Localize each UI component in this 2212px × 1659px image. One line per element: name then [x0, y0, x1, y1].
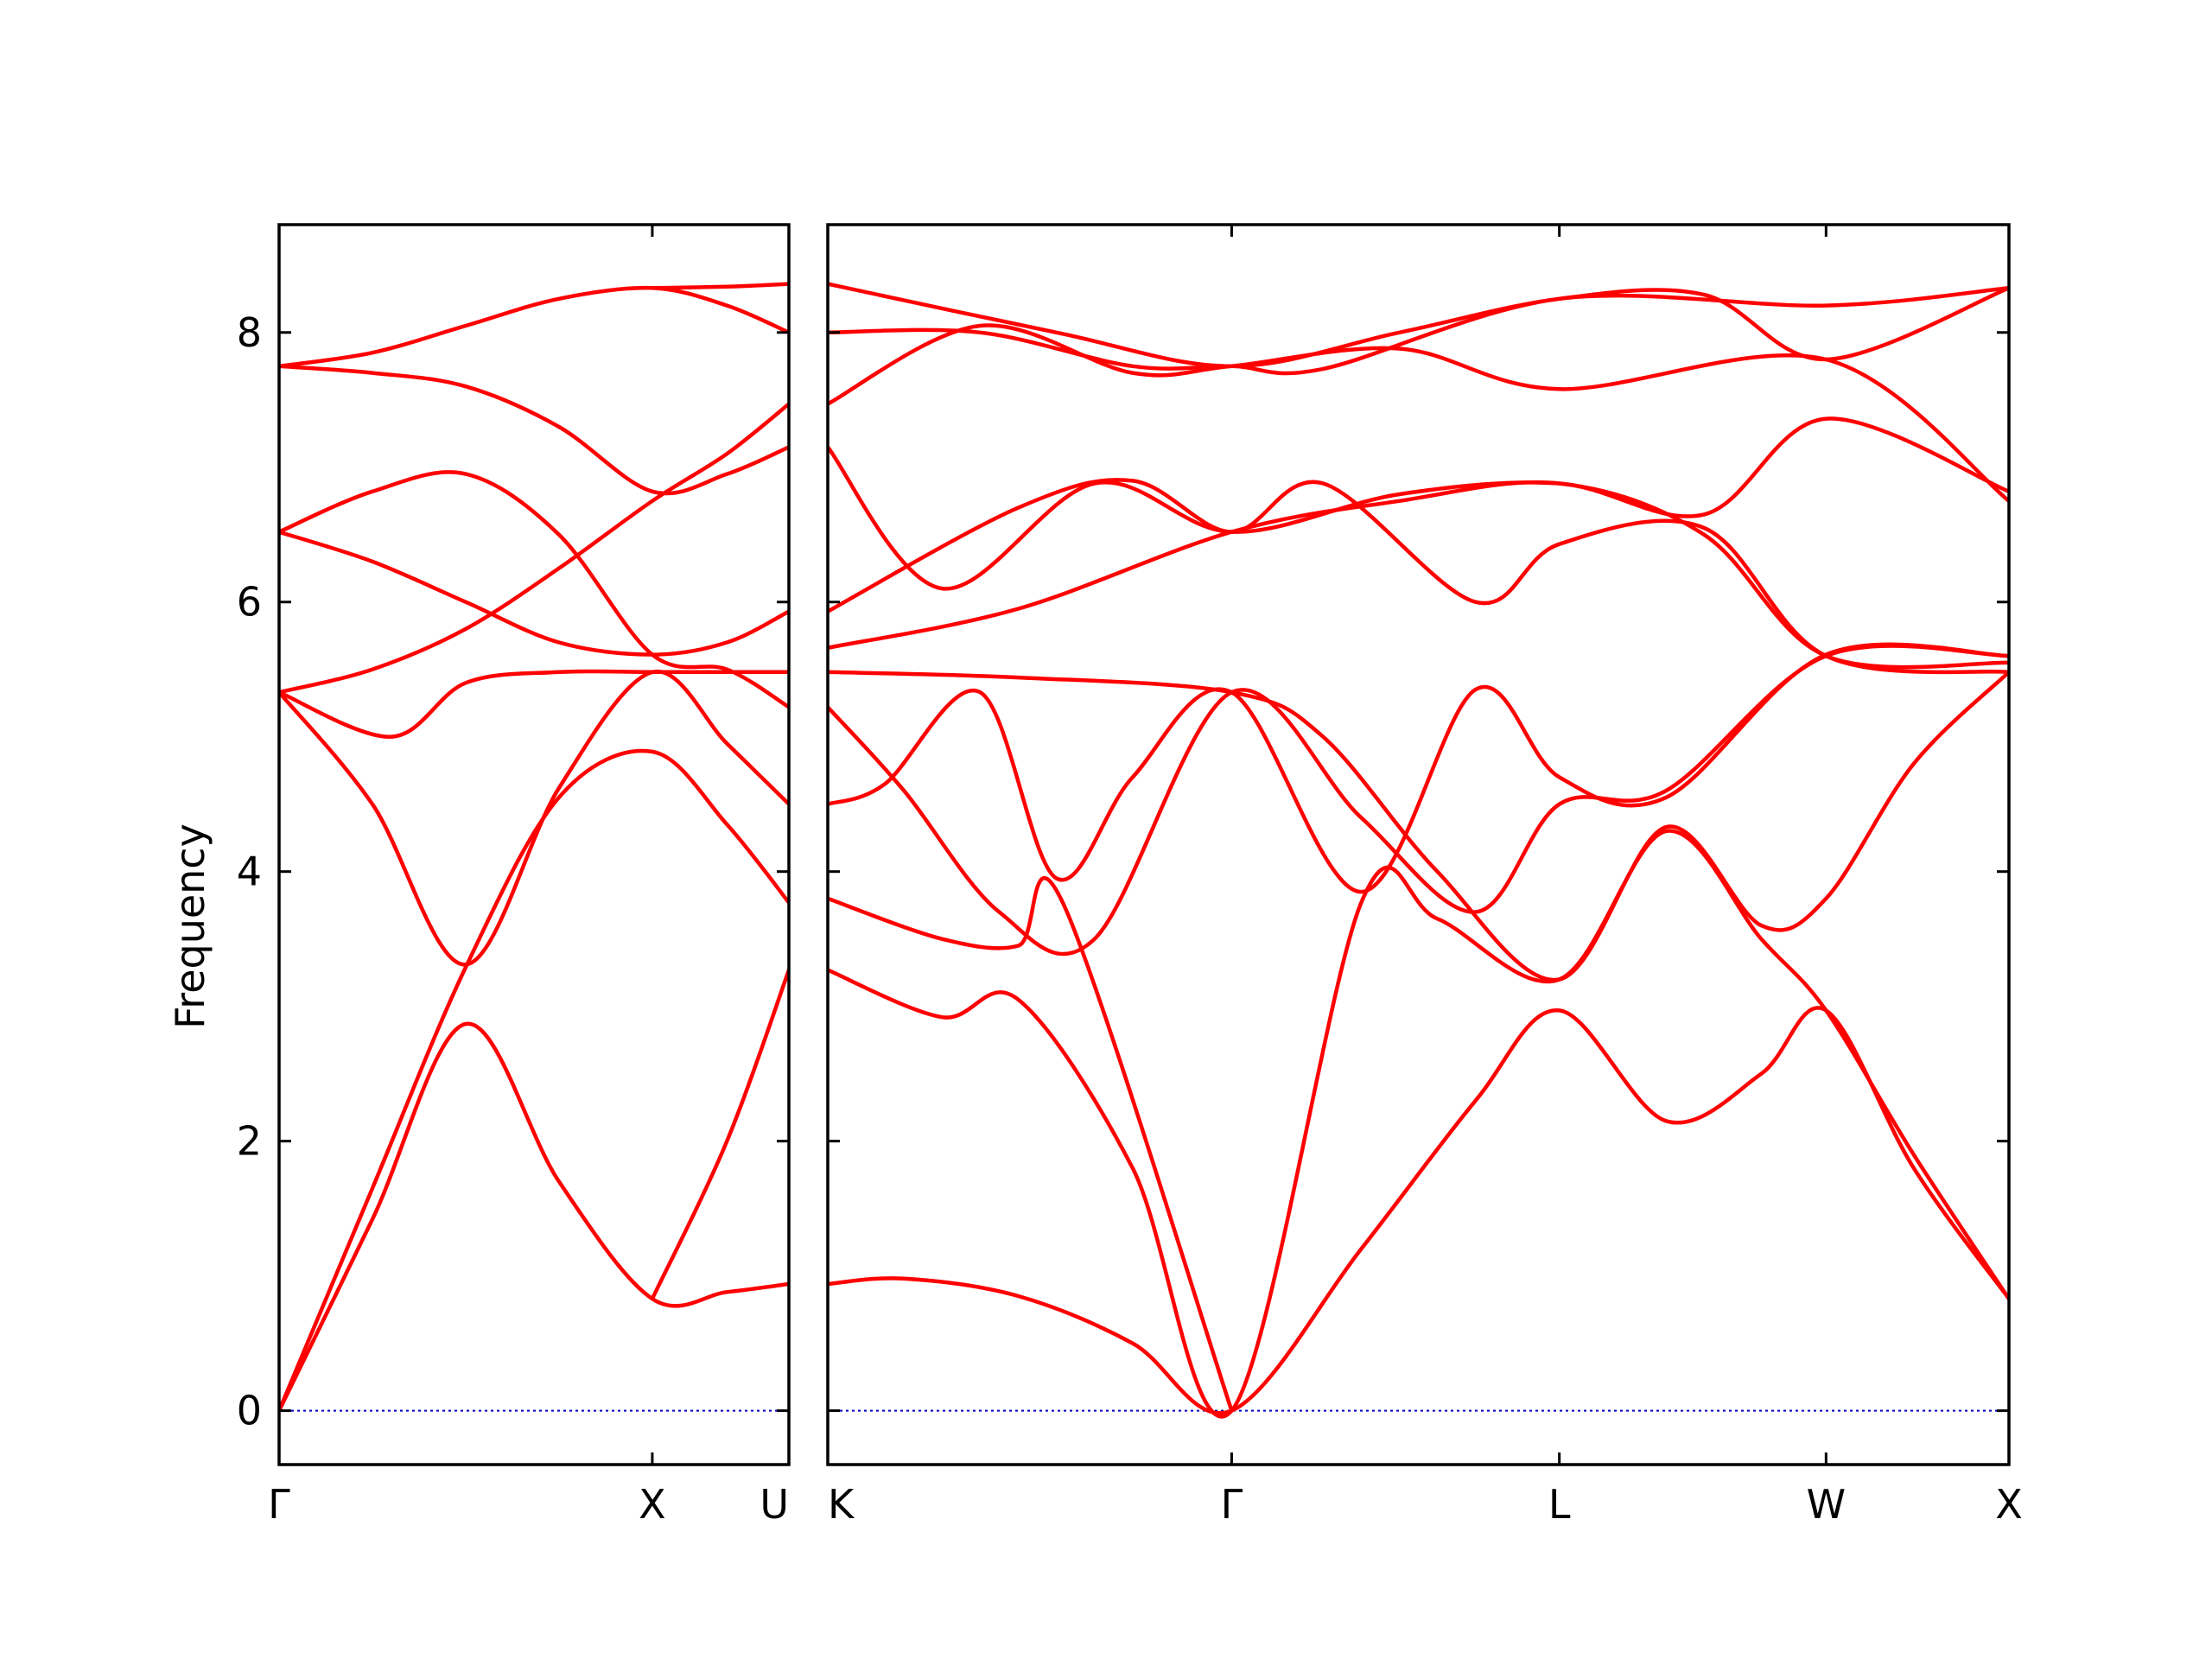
band-right-5: [828, 644, 2009, 957]
band-left-1: [279, 1021, 789, 1413]
y-tick-label: 2: [237, 1118, 262, 1165]
band-left-3: [279, 669, 789, 967]
chart-panels: 0 2 4 6 8 Γ X U K Γ L W X: [237, 223, 2023, 1528]
y-tick-label: 0: [237, 1388, 262, 1434]
band-right-3: [828, 876, 1234, 1413]
band-left-10: [650, 968, 789, 1301]
band-right-8: [828, 478, 2009, 675]
plot-frame-right: [826, 223, 2011, 1466]
y-axis-title: Frequency: [167, 823, 213, 1029]
band-right-12: [828, 282, 2009, 369]
x-tick-label-U: U: [760, 1481, 789, 1528]
band-left-6: [279, 470, 789, 709]
x-tick-label-L: L: [1548, 1481, 1571, 1528]
band-right-7: [828, 480, 2009, 670]
x-tick-label-Γ: Γ: [268, 1481, 290, 1528]
band-left-9: [279, 669, 789, 739]
band-right-1: [828, 1006, 2009, 1415]
x-tick-label-X: X: [1995, 1481, 2023, 1528]
y-tick-label: 8: [237, 309, 262, 356]
band-right-10: [828, 323, 2009, 504]
y-tick-label: 4: [237, 849, 262, 895]
band-right-2: [828, 829, 2009, 1419]
plot-frame-left: [277, 223, 791, 1466]
band-left-7: [279, 364, 789, 496]
band-right-6: [828, 670, 2009, 982]
band-right-4: [828, 642, 2009, 894]
x-tick-label-W: W: [1807, 1481, 1846, 1528]
panel-left: 0 2 4 6 8 Γ X U: [237, 223, 791, 1528]
band-right-11: [828, 286, 2009, 376]
band-group: [828, 282, 2009, 1419]
x-tick-label-X: X: [639, 1481, 666, 1528]
band-left-11: [650, 282, 789, 290]
y-tick-label: 6: [237, 579, 262, 626]
band-group: [279, 282, 789, 1413]
band-left-2: [279, 748, 789, 1413]
x-tick-label-K: K: [828, 1481, 855, 1528]
band-left-4: [279, 402, 789, 695]
band-left-5: [279, 530, 789, 657]
x-tick-label-Γ: Γ: [1221, 1481, 1243, 1528]
band-right-9: [828, 416, 2009, 591]
band-left-8: [279, 285, 789, 369]
